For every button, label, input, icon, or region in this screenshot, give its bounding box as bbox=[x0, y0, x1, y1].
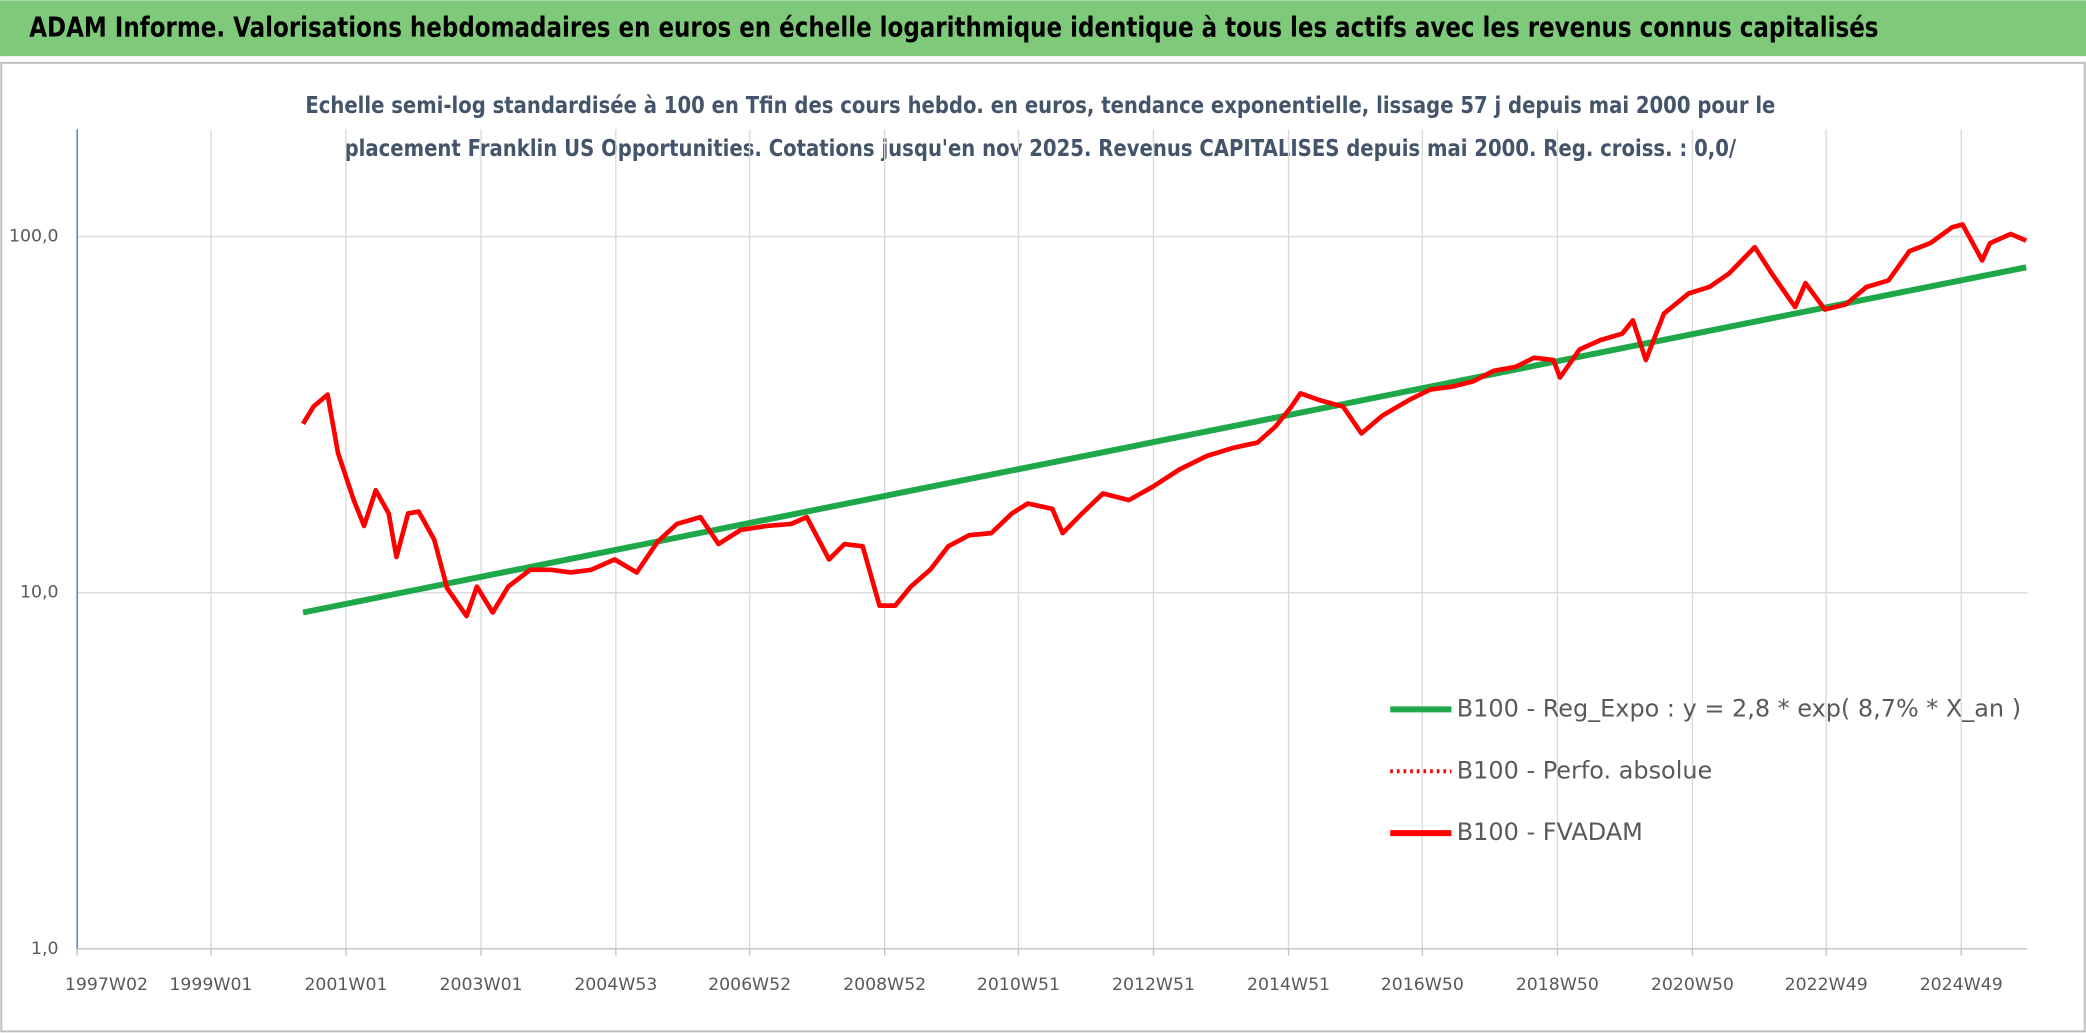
x-tick-label: 2010W51 bbox=[977, 975, 1060, 995]
chart-subtitle: Echelle semi-log standardisée à 100 en T… bbox=[305, 92, 1775, 119]
x-tick-label: 2001W01 bbox=[304, 975, 387, 995]
legend-label: B100 - FVADAM bbox=[1457, 818, 1643, 846]
x-tick-label: 2018W50 bbox=[1516, 975, 1599, 995]
chart-subtitle: placement Franklin US Opportunities. Cot… bbox=[345, 135, 1737, 162]
x-tick-label: 2006W52 bbox=[708, 975, 791, 995]
x-tick-label: 1997W02 bbox=[65, 975, 148, 995]
x-tick-label: 2024W49 bbox=[1920, 975, 2003, 995]
x-tick-label: 2008W52 bbox=[843, 975, 926, 995]
x-tick-label: 2020W50 bbox=[1651, 975, 1734, 995]
frame bbox=[0, 61, 2086, 1033]
legend-label: B100 - Reg_Expo : y = 2,8 * exp( 8,7% * … bbox=[1457, 694, 2021, 722]
y-tick-label: 100,0 bbox=[9, 227, 58, 247]
chart-title: ADAM Informe. Valorisations hebdomadaire… bbox=[29, 10, 1878, 43]
x-tick-label: 2012W51 bbox=[1112, 975, 1195, 995]
x-tick-label: 2016W50 bbox=[1381, 975, 1464, 995]
x-tick-label: 2022W49 bbox=[1785, 975, 1868, 995]
x-tick-label: 2014W51 bbox=[1247, 975, 1330, 995]
y-tick-label: 10,0 bbox=[20, 583, 58, 603]
series-line bbox=[301, 222, 2028, 619]
series-line bbox=[302, 264, 2027, 616]
x-tick-label: 2004W53 bbox=[574, 975, 657, 995]
header-band bbox=[0, 0, 2086, 57]
x-tick-label: 1999W01 bbox=[169, 975, 252, 995]
y-tick-label: 1,0 bbox=[31, 939, 58, 959]
x-tick-label: 2003W01 bbox=[440, 975, 523, 995]
legend-label: B100 - Perfo. absolue bbox=[1457, 756, 1713, 784]
